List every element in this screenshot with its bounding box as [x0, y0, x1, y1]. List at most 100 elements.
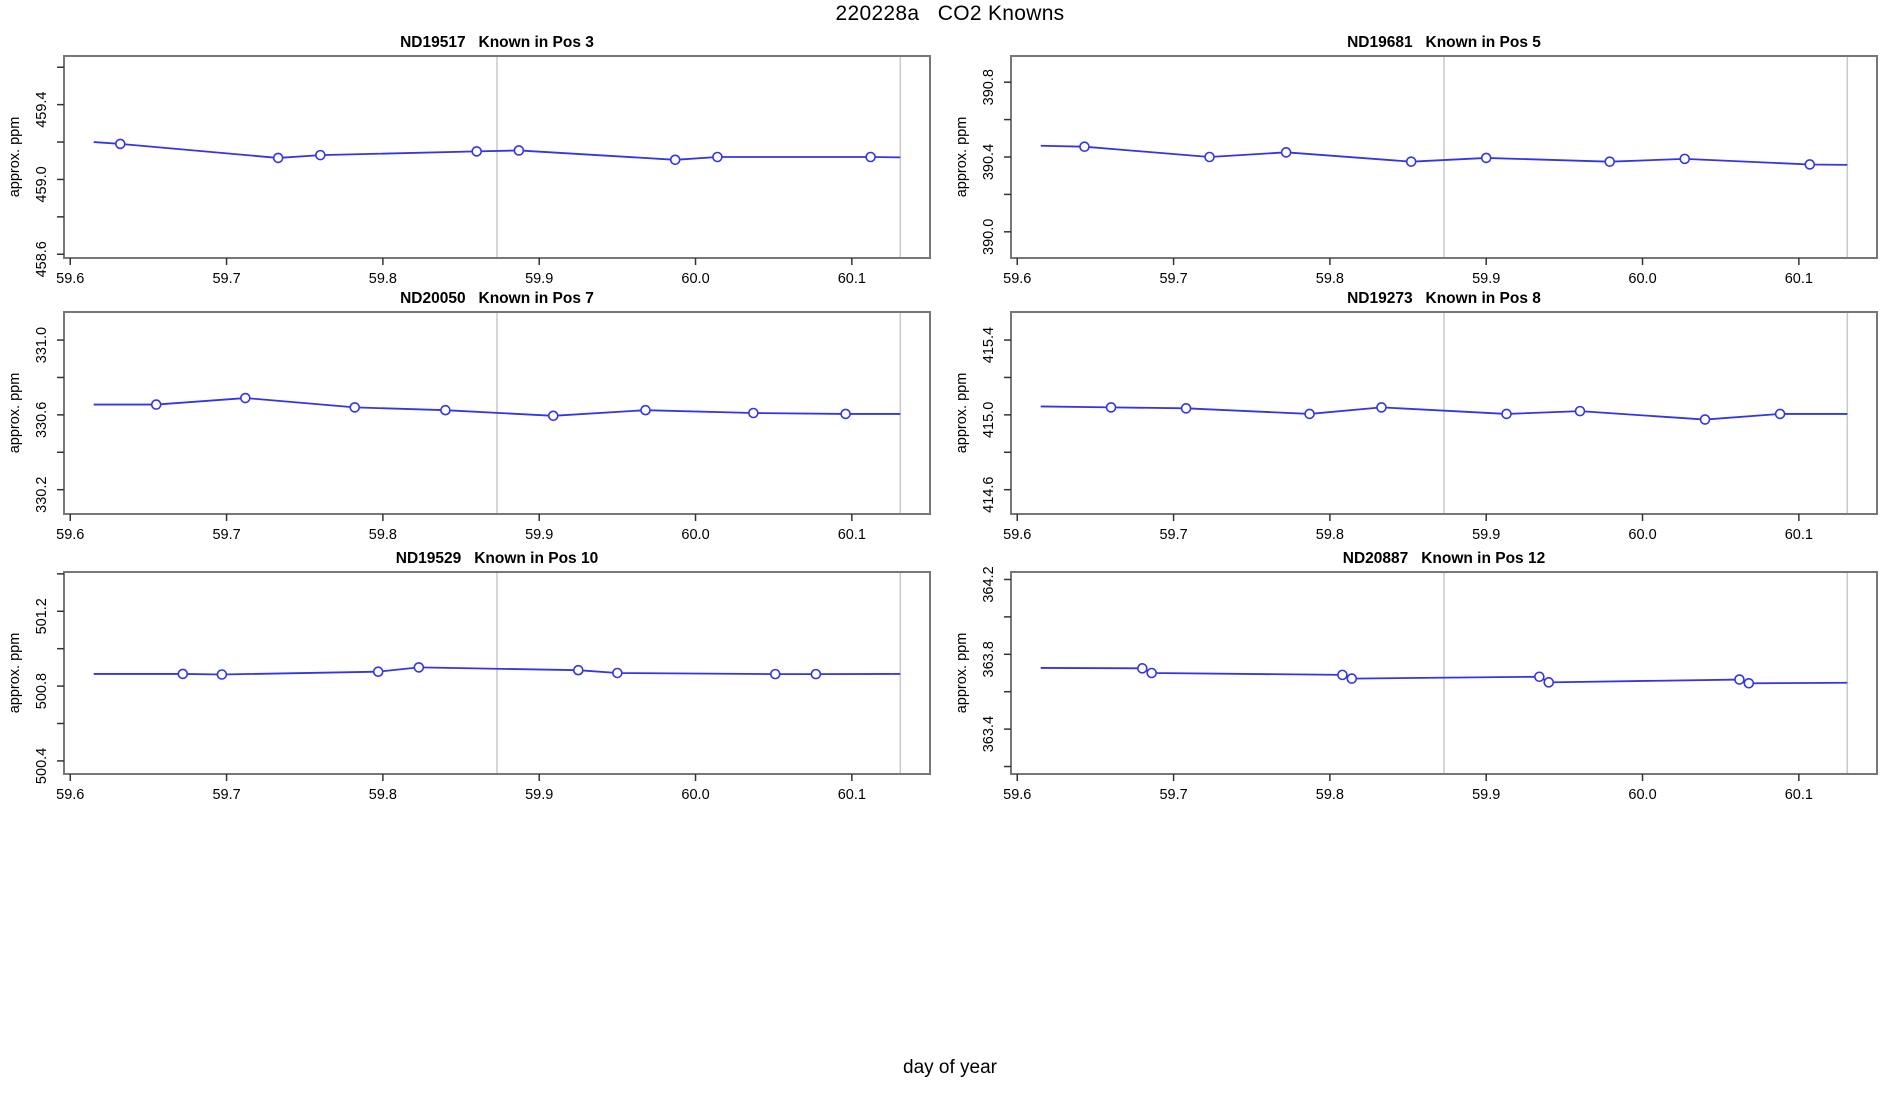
- y-tick-label: 363.4: [981, 716, 997, 752]
- x-tick-label: 59.9: [525, 271, 553, 287]
- panel-title: ND19681 Known in Pos 5: [1347, 34, 1541, 51]
- y-tick-label: 390.8: [981, 69, 997, 105]
- x-tick-label: 59.6: [1003, 787, 1031, 803]
- data-point: [349, 402, 361, 413]
- data-point: [1699, 414, 1711, 425]
- x-tick-label: 59.7: [1159, 271, 1187, 287]
- data-point: [240, 392, 251, 404]
- data-point: [272, 152, 284, 164]
- x-tick-label: 60.1: [838, 527, 866, 543]
- plot-canvas: 59.6 59.7 59.8 59.9 60.0 60.1 330.2 330.6 331.0 a…: [7, 290, 931, 543]
- data-point: [1204, 151, 1215, 163]
- data-point: [1346, 673, 1358, 684]
- data-point: [769, 668, 781, 680]
- data-point: [1501, 408, 1512, 420]
- data-line: [1040, 144, 1848, 166]
- panel-title: ND19529 Known in Pos 10: [396, 550, 598, 567]
- y-axis-label: approx. ppm: [7, 117, 23, 198]
- y-tick-label: 414.6: [981, 477, 997, 513]
- plot-canvas: 59.6 59.7 59.8 59.9 60.0 60.1 500.4 500.8 501.2 a…: [7, 550, 931, 803]
- data-point: [547, 410, 559, 422]
- panel-title: ND20887 Known in Pos 12: [1343, 550, 1545, 567]
- data-point: [315, 149, 326, 161]
- x-tick-label: 59.9: [525, 787, 553, 803]
- data-point: [471, 146, 482, 157]
- x-tick-label: 60.0: [1628, 787, 1656, 803]
- data-line: [93, 666, 901, 676]
- x-tick-label: 59.8: [369, 787, 397, 803]
- data-point: [1743, 677, 1755, 689]
- y-tick-label: 363.8: [981, 641, 997, 677]
- y-tick-label: 364.2: [981, 566, 997, 602]
- data-point: [748, 407, 759, 419]
- x-tick-label: 59.9: [1472, 787, 1500, 803]
- x-tick-label: 59.8: [369, 527, 397, 543]
- data-point: [572, 664, 584, 676]
- plot-box: [63, 571, 931, 775]
- x-tick-label: 60.0: [1628, 527, 1656, 543]
- data-point: [865, 151, 876, 163]
- data-point: [1804, 159, 1816, 170]
- x-tick-label: 60.0: [681, 787, 709, 803]
- plot-canvas: 59.6 59.7 59.8 59.9 60.0 60.1 363.4 363.8 364.2 a…: [954, 550, 1878, 803]
- x-tick-label: 60.1: [1785, 271, 1813, 287]
- y-axis-label: approx. ppm: [954, 117, 970, 198]
- data-point: [1480, 152, 1492, 164]
- plot-panel-nd20050: 59.6 59.7 59.8 59.9 60.0 60.1 330.2 330.6 331.0 a…: [0, 282, 950, 549]
- y-axis-label: approx. ppm: [954, 633, 970, 714]
- data-point: [114, 138, 126, 150]
- data-point: [1304, 408, 1315, 420]
- y-tick-label: 500.8: [34, 673, 50, 709]
- data-point: [372, 666, 384, 677]
- x-tick-label: 59.9: [1472, 271, 1500, 287]
- data-point: [640, 404, 651, 416]
- x-tick-label: 59.6: [56, 271, 84, 287]
- x-tick-label: 60.0: [1628, 271, 1656, 287]
- data-point: [669, 154, 681, 166]
- y-tick-label: 459.4: [34, 91, 50, 127]
- x-tick-label: 59.6: [1003, 527, 1031, 543]
- data-point: [1079, 141, 1090, 153]
- data-point: [1534, 671, 1545, 683]
- data-point: [1679, 153, 1691, 165]
- plot-panel-nd19273: 59.6 59.7 59.8 59.9 60.0 60.1 414.6 415.0 415.4 a…: [947, 282, 1897, 549]
- page-title: 220228a CO2 Knowns: [835, 2, 1065, 25]
- x-tick-label: 60.1: [838, 271, 866, 287]
- plot-canvas: 59.6 59.7 59.8 59.9 60.0 60.1 414.6 415.0 415.4 a…: [954, 290, 1878, 543]
- y-tick-label: 458.6: [34, 241, 50, 277]
- data-point: [1543, 677, 1555, 688]
- data-point: [1137, 663, 1148, 674]
- x-tick-label: 59.6: [56, 527, 84, 543]
- data-point: [1337, 669, 1348, 681]
- y-tick-label: 459.0: [34, 166, 50, 202]
- y-axis-label: approx. ppm: [954, 373, 970, 454]
- plot-panel-nd19681: 59.6 59.7 59.8 59.9 60.0 60.1 390.0 390.4 390.8 a…: [947, 26, 1897, 293]
- data-point: [513, 145, 525, 156]
- y-tick-label: 415.0: [981, 402, 997, 438]
- x-axis-global-label: day of year: [903, 1057, 997, 1078]
- x-tick-label: 59.8: [1316, 787, 1344, 803]
- data-point: [413, 662, 425, 673]
- plot-panel-nd19529: 59.6 59.7 59.8 59.9 60.0 60.1 500.4 500.8 501.2 a…: [0, 542, 950, 809]
- y-tick-label: 330.6: [34, 402, 50, 438]
- plot-canvas: 59.6 59.7 59.8 59.9 60.0 60.1 390.0 390.4 390.8 a…: [954, 34, 1878, 287]
- plot-box: [63, 55, 931, 259]
- data-point: [177, 668, 189, 680]
- x-tick-label: 59.7: [212, 787, 240, 803]
- x-tick-label: 59.7: [212, 527, 240, 543]
- x-tick-label: 59.7: [1159, 787, 1187, 803]
- panel-title: ND19273 Known in Pos 8: [1347, 290, 1541, 307]
- x-tick-label: 59.6: [56, 787, 84, 803]
- data-point: [1180, 403, 1192, 414]
- data-point: [216, 669, 228, 680]
- plot-box: [63, 311, 931, 515]
- x-tick-label: 60.0: [681, 527, 709, 543]
- panel-title: ND19517 Known in Pos 3: [400, 34, 594, 51]
- x-tick-label: 60.1: [1785, 787, 1813, 803]
- data-point: [712, 151, 723, 163]
- y-axis-label: approx. ppm: [7, 373, 23, 454]
- x-tick-label: 59.8: [1316, 527, 1344, 543]
- data-point: [150, 399, 162, 410]
- plot-panel-nd20887: 59.6 59.7 59.8 59.9 60.0 60.1 363.4 363.8 364.2 a…: [947, 542, 1897, 809]
